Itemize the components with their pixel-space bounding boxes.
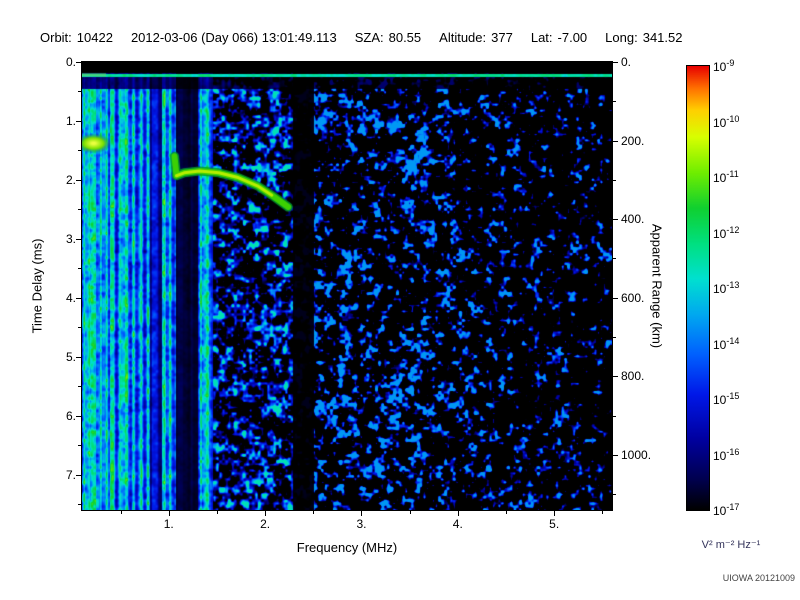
tick-mark <box>76 356 81 358</box>
tick-mark <box>554 511 556 516</box>
apparent-range-tick-label: 400. <box>621 212 645 227</box>
tick-mark <box>409 511 411 514</box>
colorbar-canvas <box>687 66 709 510</box>
apparent-range-tick-label: 800. <box>621 369 645 384</box>
colorbar-tick-label: 10-13 <box>713 280 740 296</box>
colorbar-tick-label: 10-12 <box>713 224 740 241</box>
header-field: Orbit: 10422 <box>40 30 113 45</box>
tick-mark <box>613 140 618 142</box>
tick-mark <box>613 376 618 378</box>
tick-mark <box>78 150 81 152</box>
tick-mark <box>265 511 267 516</box>
x-tick-label: 1. <box>163 517 174 531</box>
tick-mark <box>78 504 81 506</box>
colorbar-tick-label: 10-16 <box>713 446 740 463</box>
apparent-range-tick-label: 0. <box>621 55 632 69</box>
header-field: Altitude: 377 <box>439 30 513 45</box>
x-tick-label: 5. <box>549 517 560 531</box>
header-field: 2012-03-06 (Day 066) 13:01:49.113 <box>130 30 337 45</box>
tick-mark <box>168 511 170 516</box>
apparent-range-tick-label: 1000. <box>621 447 652 462</box>
tick-mark <box>613 415 616 417</box>
y-tick-label: 7. <box>65 467 76 482</box>
y-axis-label: Time Delay (ms) <box>29 238 45 334</box>
tick-mark <box>78 327 81 329</box>
apparent-range-tick-label: 200. <box>621 133 645 148</box>
tick-mark <box>78 268 81 270</box>
tick-mark <box>613 494 616 496</box>
colorbar-tick-label: 10-11 <box>713 169 739 185</box>
x-tick-label: 3. <box>356 517 367 531</box>
tick-mark <box>78 445 81 447</box>
apparent-range-tick-label: 600. <box>621 290 645 305</box>
tick-mark <box>602 511 604 514</box>
colorbar-unit-label: V² m⁻² Hz⁻¹ <box>701 539 761 551</box>
y-tick-label: 6. <box>65 408 76 423</box>
tick-mark <box>613 258 616 260</box>
tick-mark <box>613 337 616 339</box>
colorbar-tick-label: 10-17 <box>713 502 740 518</box>
tick-mark <box>76 120 81 122</box>
tick-mark <box>613 101 616 103</box>
y-tick-label: 0. <box>65 55 76 69</box>
tick-mark <box>78 386 81 388</box>
tick-mark <box>120 511 122 514</box>
x-tick-label: 2. <box>260 517 271 531</box>
credit-text: UIOWA 20121009 <box>722 573 795 583</box>
y-tick-label: 4. <box>65 290 76 305</box>
colorbar-tick-label: 10-9 <box>713 58 735 74</box>
tick-mark <box>613 62 618 63</box>
y-tick-label: 3. <box>65 231 76 246</box>
tick-mark <box>613 297 618 299</box>
y-tick-label: 2. <box>65 172 76 187</box>
tick-mark <box>613 219 618 221</box>
tick-mark <box>457 511 459 516</box>
tick-mark <box>613 454 618 456</box>
tick-mark <box>216 511 218 514</box>
tick-mark <box>613 179 616 181</box>
y2-axis-label: Apparent Range (km) <box>649 223 665 349</box>
x-tick-label: 4. <box>452 517 463 531</box>
tick-mark <box>76 297 81 299</box>
colorbar-tick-label: 10-14 <box>713 335 740 352</box>
tick-mark <box>361 511 363 516</box>
header-field: Long: 341.52 <box>605 30 683 45</box>
tick-mark <box>78 91 81 93</box>
x-axis-label: Frequency (MHz) <box>296 540 398 555</box>
tick-mark <box>76 179 81 181</box>
colorbar-tick-label: 10-10 <box>713 113 740 130</box>
y-tick-label: 1. <box>65 113 76 128</box>
colorbar-tick-label: 10-15 <box>713 391 740 407</box>
tick-mark <box>313 511 315 514</box>
tick-mark <box>76 415 81 417</box>
tick-mark <box>76 474 81 476</box>
tick-mark <box>76 238 81 240</box>
plot-area <box>81 61 613 511</box>
header-field: SZA: 80.55 <box>354 30 422 45</box>
y-tick-label: 5. <box>65 349 76 364</box>
tick-mark <box>78 209 81 211</box>
colorbar <box>686 65 710 511</box>
tick-mark <box>506 511 507 514</box>
header: Orbit: 10422 2012-03-06 (Day 066) 13:01:49… <box>40 30 790 45</box>
tick-mark <box>76 62 81 63</box>
header-field: Lat: -7.00 <box>530 30 588 45</box>
spectrogram-canvas <box>82 62 612 510</box>
